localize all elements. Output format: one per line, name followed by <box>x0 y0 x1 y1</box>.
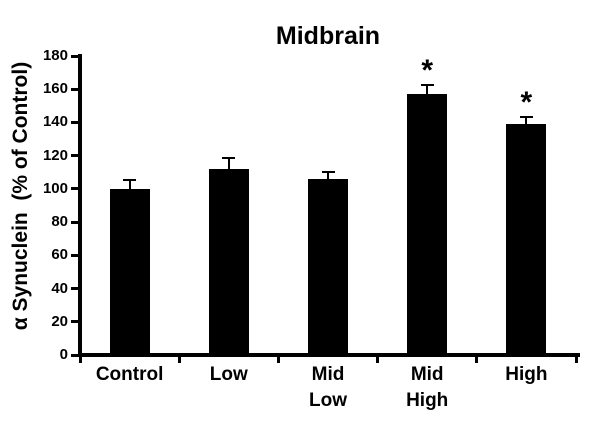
error-bar <box>227 157 230 181</box>
bar <box>308 178 348 357</box>
x-category-label: Control <box>95 364 164 385</box>
x-category-label: High <box>406 390 449 411</box>
y-tick-mark <box>71 120 80 124</box>
y-tick-mark <box>71 87 80 91</box>
bar <box>109 188 150 357</box>
y-tick-mark <box>71 220 80 224</box>
x-tick-mark <box>376 355 380 363</box>
x-category-label: Mid <box>410 364 444 385</box>
significance-star: * <box>520 85 533 119</box>
y-tick-label: 100 <box>42 179 68 197</box>
error-bar <box>525 115 528 137</box>
y-tick-label: 40 <box>51 279 68 297</box>
bar <box>506 124 547 357</box>
y-tick-label: 180 <box>42 47 68 64</box>
y-tick-label: 160 <box>42 80 68 98</box>
x-category-label: High <box>505 364 548 385</box>
error-bar-cap <box>321 170 335 173</box>
y-tick-label: 120 <box>42 146 68 164</box>
y-tick-label: 0 <box>59 346 68 363</box>
y-axis-line <box>78 54 82 357</box>
significance-star: * <box>421 54 434 88</box>
error-bar <box>128 178 131 201</box>
chart-title: Midbrain <box>275 22 381 50</box>
error-bar <box>327 170 329 191</box>
error-bar-cap <box>420 84 434 87</box>
x-tick-mark <box>276 355 280 363</box>
bar <box>208 168 249 357</box>
y-tick-mark <box>71 54 80 58</box>
y-tick-mark <box>71 353 80 357</box>
error-bar <box>426 84 429 107</box>
x-category-label: Mid <box>311 364 345 385</box>
x-tick-mark <box>475 355 479 363</box>
y-tick-label: 20 <box>51 312 68 330</box>
x-tick-mark <box>574 355 578 363</box>
y-tick-mark <box>71 253 80 257</box>
y-tick-label: 60 <box>51 246 68 264</box>
error-bar-cap <box>123 178 137 181</box>
error-bar-cap <box>222 157 236 160</box>
y-tick-label: 80 <box>51 213 68 231</box>
x-tick-mark <box>177 355 181 363</box>
error-bar-cap <box>519 115 533 118</box>
bar <box>407 94 448 357</box>
y-tick-mark <box>71 287 80 291</box>
x-category-label: Low <box>309 390 347 411</box>
x-category-label: Low <box>209 364 248 385</box>
y-tick-mark <box>71 187 80 191</box>
y-tick-label: 140 <box>42 113 68 131</box>
y-tick-mark <box>71 154 80 158</box>
y-tick-mark <box>71 320 80 324</box>
x-tick-mark <box>78 355 82 363</box>
